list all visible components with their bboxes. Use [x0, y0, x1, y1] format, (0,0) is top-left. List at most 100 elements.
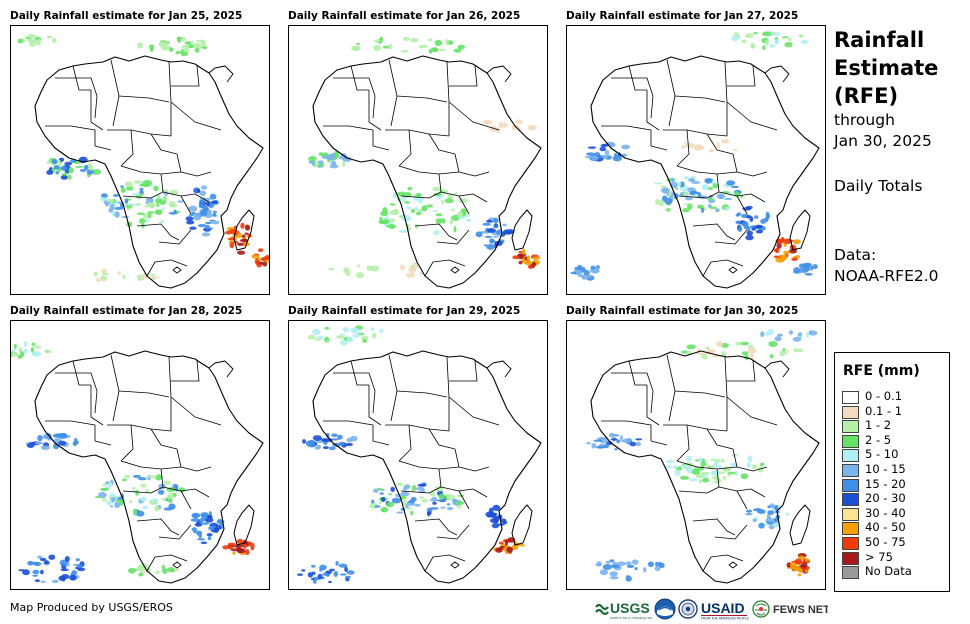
rain-cell — [762, 45, 766, 51]
legend-label: 2 - 5 — [865, 432, 892, 447]
rain-cell — [64, 161, 73, 166]
lake-outline — [728, 561, 738, 569]
country-border — [646, 385, 660, 426]
coastline — [764, 360, 790, 378]
rain-cell — [465, 214, 470, 217]
country-border — [714, 229, 748, 245]
rain-cell — [493, 217, 499, 224]
rain-cell — [389, 203, 396, 206]
rain-cell — [691, 181, 701, 184]
rain-cell — [227, 237, 235, 241]
rain-cell — [71, 570, 78, 576]
country-border — [171, 65, 200, 87]
rain-cell — [133, 474, 141, 478]
usgs-logo: USGS science for a changing world — [595, 600, 652, 620]
rain-cell — [596, 445, 605, 449]
rain-cell — [526, 255, 531, 261]
country-border — [448, 396, 500, 426]
rain-cell — [58, 433, 68, 439]
rain-cell — [192, 42, 201, 48]
country-border — [388, 354, 398, 422]
country-border — [120, 165, 182, 175]
rain-cell — [704, 178, 713, 184]
rain-cell — [185, 216, 194, 222]
rain-cell — [593, 439, 603, 442]
rain-cell — [128, 567, 136, 574]
rain-cell — [312, 328, 321, 336]
rain-cell — [625, 575, 632, 582]
rain-cell — [502, 223, 507, 227]
rain-cell — [769, 503, 775, 508]
rain-cell — [599, 437, 609, 444]
data-source-value: NOAA-RFE2.0 — [834, 267, 939, 285]
rain-cell — [696, 145, 705, 150]
rain-cell — [48, 554, 56, 560]
rain-cell — [515, 119, 523, 125]
legend-label: 0 - 0.1 — [865, 389, 903, 403]
rain-cell — [132, 508, 138, 515]
rain-cell — [408, 266, 417, 273]
rain-cell — [67, 174, 72, 180]
rain-cell — [776, 242, 782, 249]
rain-cell — [664, 198, 673, 205]
rain-cell — [30, 347, 34, 353]
country-border — [726, 101, 778, 131]
legend-swatch — [842, 464, 859, 477]
rain-cell — [380, 497, 386, 502]
rain-cell — [240, 222, 245, 229]
rain-cell — [105, 485, 111, 489]
island-outline — [789, 209, 811, 251]
country-border — [678, 486, 720, 494]
country-border — [458, 193, 488, 203]
country-border — [168, 61, 172, 136]
rain-cell — [674, 469, 681, 476]
rain-cell — [77, 567, 86, 572]
legend-swatch — [842, 391, 859, 404]
rain-cell — [797, 348, 803, 353]
rain-cell — [201, 185, 208, 190]
usaid-logo: USAID FROM THE AMERICAN PEOPLE — [701, 600, 749, 620]
rain-cell — [492, 235, 499, 238]
rain-cell — [370, 327, 375, 331]
rain-cell — [485, 511, 495, 518]
rain-cell — [746, 462, 751, 468]
map-canvas — [586, 329, 820, 584]
rain-cell — [708, 148, 715, 153]
country-border — [446, 61, 450, 136]
rain-cell — [490, 125, 497, 132]
rain-cell — [752, 518, 757, 523]
island-outline — [511, 504, 533, 546]
rain-cell — [346, 270, 351, 277]
rain-cell — [684, 176, 690, 180]
rain-cell — [735, 341, 742, 346]
rain-cell — [783, 250, 791, 255]
rain-cell — [736, 212, 742, 216]
rain-cell — [444, 198, 454, 204]
country-border — [428, 133, 456, 155]
rain-cell — [506, 546, 513, 553]
rain-cell — [614, 153, 618, 158]
rain-cell — [11, 352, 19, 357]
rain-cell — [37, 435, 43, 442]
rain-cell — [784, 239, 794, 242]
legend-label: 20 - 30 — [865, 491, 906, 506]
rain-cell — [491, 233, 498, 235]
country-border — [90, 90, 104, 131]
rain-cell — [415, 211, 422, 216]
rain-cell — [139, 187, 144, 191]
country-border — [702, 554, 744, 572]
rain-cell — [436, 499, 446, 502]
country-border — [601, 420, 668, 446]
lake-outline — [172, 266, 182, 274]
rain-cell — [489, 238, 495, 244]
legend-swatch — [842, 566, 859, 580]
rain-cell — [190, 518, 200, 522]
rain-cell — [686, 455, 692, 462]
rain-cell — [609, 559, 615, 563]
rain-cell — [396, 511, 404, 514]
country-border — [388, 59, 398, 127]
rain-cell — [244, 232, 249, 235]
rain-cell — [413, 195, 418, 201]
rain-cell — [587, 146, 597, 149]
rain-cell — [407, 187, 413, 191]
